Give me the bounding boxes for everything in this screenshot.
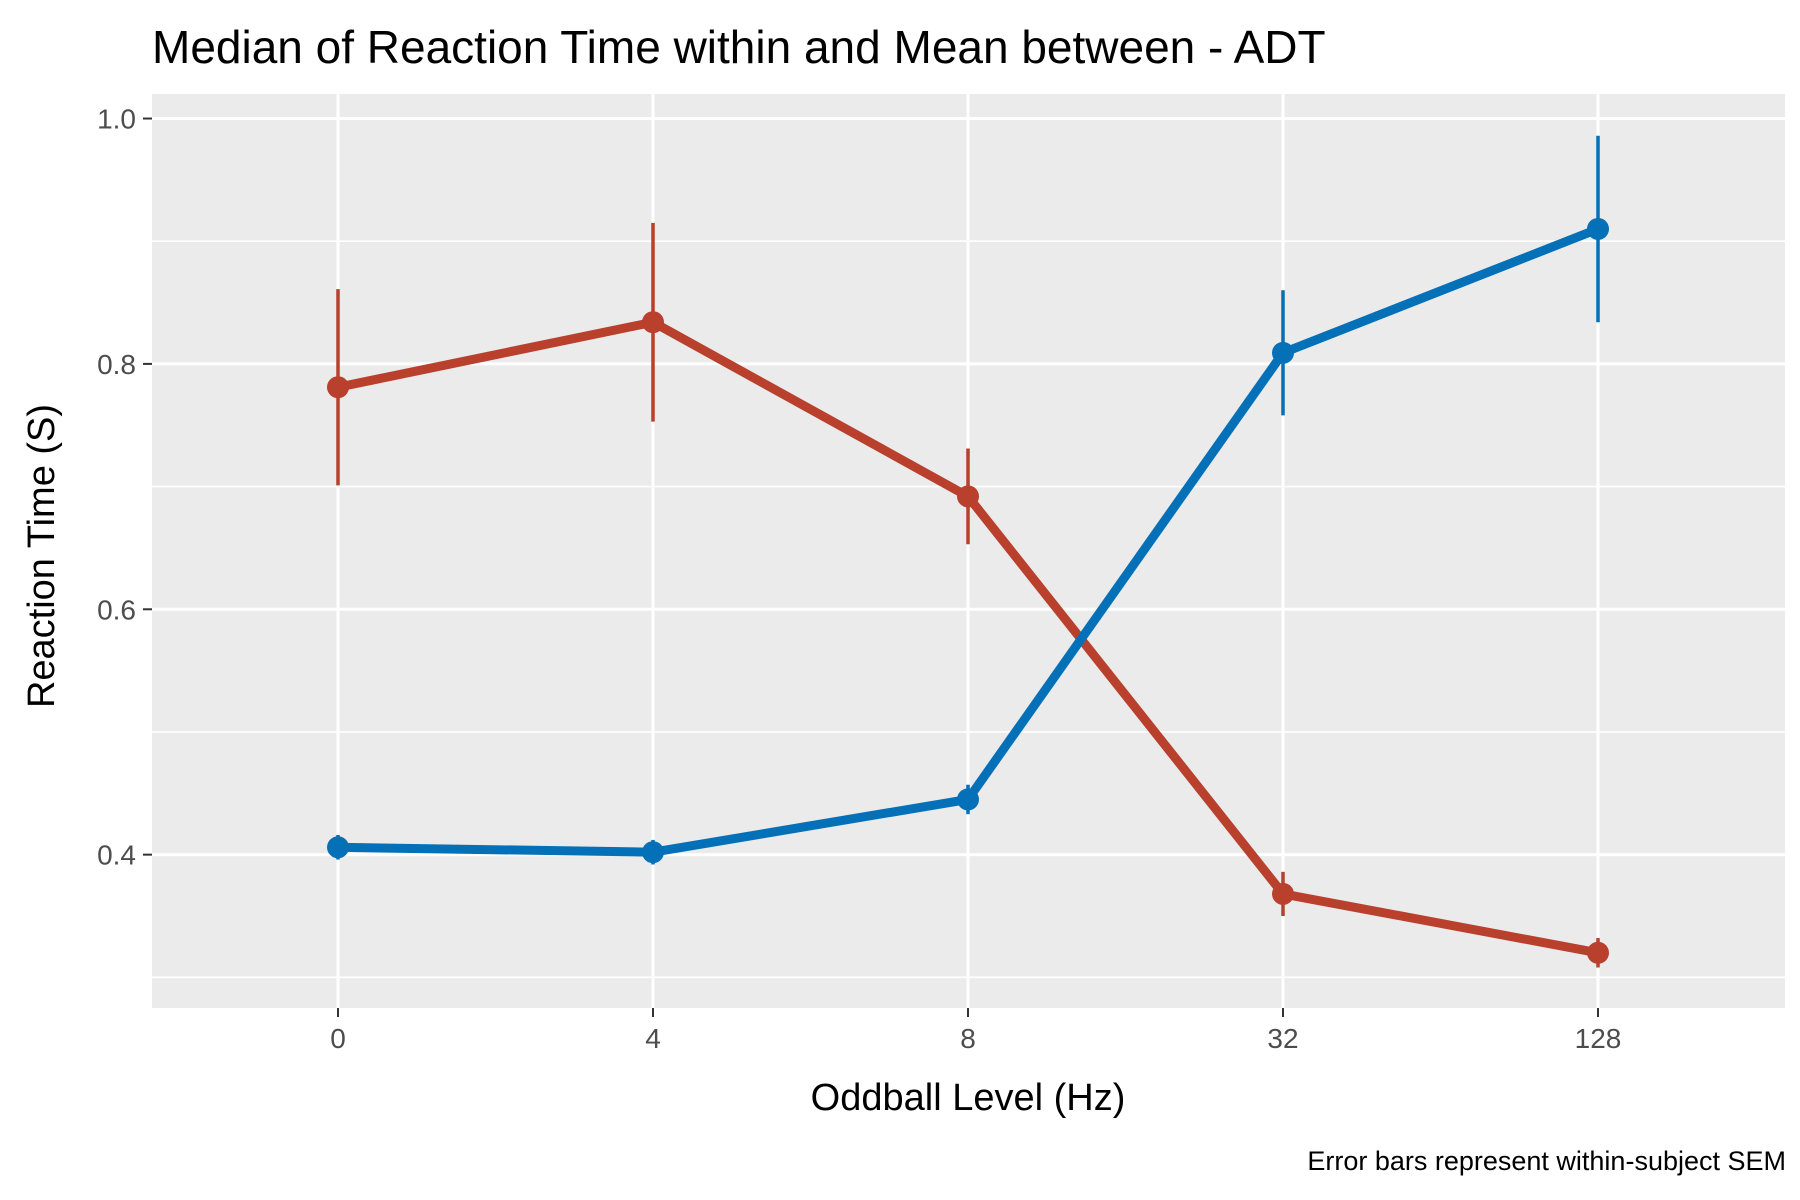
data-point — [1587, 941, 1609, 964]
series-2 — [327, 135, 1609, 865]
x-axis-title: Oddball Level (Hz) — [811, 1077, 1126, 1119]
x-tick-label: 0 — [330, 1023, 346, 1054]
chart-caption: Error bars represent within-subject SEM — [1307, 1146, 1786, 1176]
data-point — [1272, 341, 1294, 364]
x-axis-tick-labels: 0 4 8 32 128 — [330, 1023, 1621, 1054]
y-tick-label: 0.6 — [97, 594, 136, 625]
x-tick-label: 8 — [960, 1023, 976, 1054]
axis-ticks — [143, 117, 1599, 1017]
x-tick-label: 4 — [645, 1023, 661, 1054]
y-tick-label: 1.0 — [97, 104, 136, 135]
y-axis-tick-labels: 0.4 0.6 0.8 1.0 — [97, 104, 136, 871]
y-tick-label: 0.4 — [97, 840, 136, 871]
series-1 — [327, 222, 1609, 968]
x-tick-label: 128 — [1575, 1023, 1622, 1054]
data-point — [1587, 217, 1609, 240]
data-point — [957, 788, 979, 811]
series-layer — [327, 135, 1609, 968]
data-point — [327, 836, 349, 859]
x-tick-label: 32 — [1267, 1023, 1298, 1054]
y-tick-label: 0.8 — [97, 349, 136, 380]
y-axis-title: Reaction Time (S) — [21, 404, 63, 708]
data-point — [327, 376, 349, 399]
data-point — [1272, 882, 1294, 905]
data-point — [957, 485, 979, 508]
chart-title: Median of Reaction Time within and Mean … — [152, 21, 1326, 73]
data-point — [642, 311, 664, 334]
data-point — [642, 841, 664, 864]
